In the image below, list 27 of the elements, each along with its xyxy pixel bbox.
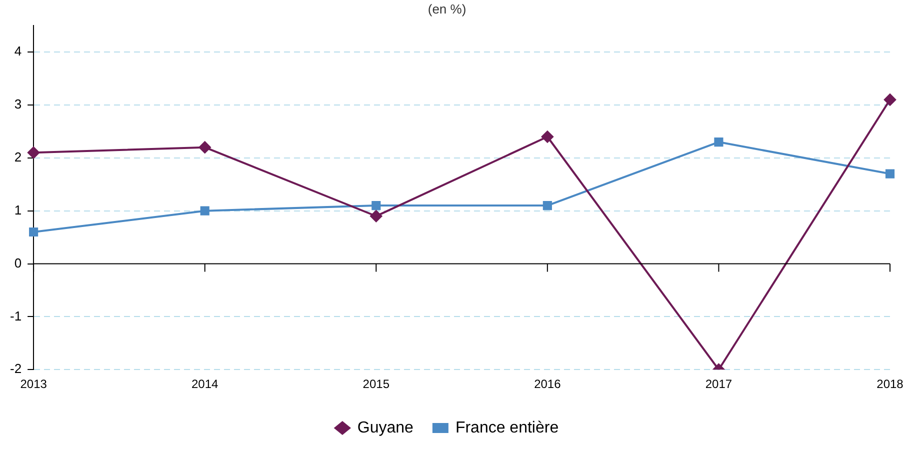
x-tick-label: 2017: [705, 377, 732, 392]
point: [885, 169, 895, 178]
legend-label: France entière: [455, 419, 559, 436]
point: [542, 201, 552, 210]
point: [372, 201, 381, 210]
y-tick-label: -2: [10, 361, 22, 376]
point: [200, 206, 210, 216]
point: [541, 130, 554, 143]
x-tick-label: 2018: [876, 377, 904, 392]
y-tick-label: 0: [14, 255, 22, 270]
x-tick-label: 2016: [534, 377, 562, 392]
chart-title: (en %): [428, 1, 466, 16]
point: [28, 146, 40, 159]
y-tick-label: 2: [14, 149, 22, 164]
point: [370, 210, 382, 222]
x-tick-label: 2013: [20, 377, 48, 392]
y-tick-label: -1: [10, 308, 22, 324]
x-tick-label: 2014: [191, 377, 219, 392]
point: [29, 227, 38, 237]
point: [198, 141, 211, 154]
y-tick-label: 3: [14, 96, 22, 112]
y-tick-label: 1: [14, 202, 22, 218]
point: [714, 137, 724, 147]
y-tick-label: 4: [14, 44, 22, 59]
x-tick-label: 2015: [362, 377, 390, 392]
legend-label: Guyane: [357, 419, 414, 436]
point: [884, 94, 896, 106]
